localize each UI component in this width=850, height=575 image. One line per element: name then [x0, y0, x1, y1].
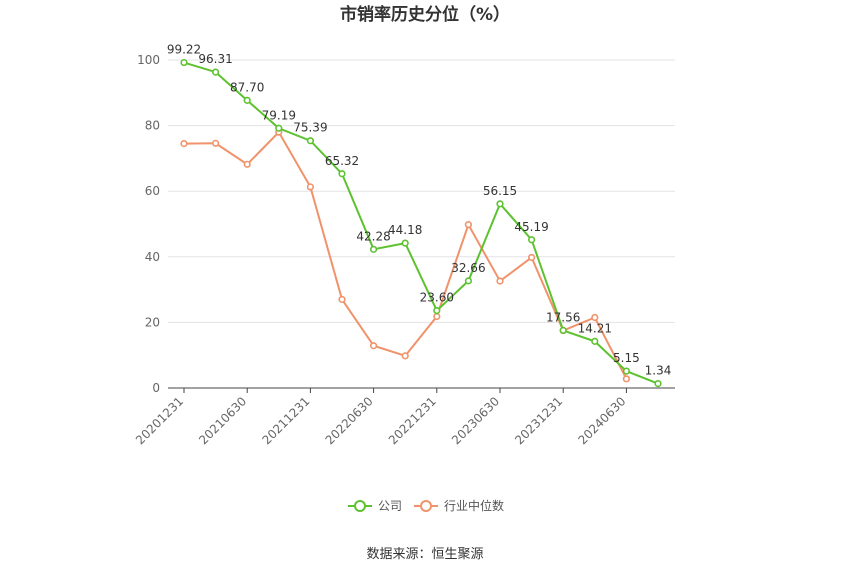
data-point: [180, 58, 188, 67]
data-label: 45.19: [514, 220, 548, 234]
legend-marker: [420, 500, 432, 512]
data-label: 99.22: [167, 43, 201, 57]
x-tick-label: 20210630: [196, 394, 249, 447]
series-line: [183, 61, 659, 385]
x-tick-label: 20211231: [259, 394, 312, 447]
data-point: [306, 137, 315, 145]
data-point: [180, 140, 188, 148]
legend-label: 公司: [378, 499, 402, 513]
x-axis: 20201231 20210630 20211231 20220630 20221231…: [133, 387, 675, 447]
legend-label: 行业中位数: [444, 498, 504, 513]
y-tick-label: 100: [137, 53, 160, 67]
data-point: [433, 306, 441, 315]
data-point: [212, 139, 220, 147]
data-point: [622, 375, 631, 383]
series-line: [183, 130, 628, 380]
data-point: [622, 367, 631, 375]
x-tick-label: 20220630: [323, 394, 376, 447]
x-tick-label: 20231231: [512, 394, 565, 447]
data-point: [243, 96, 251, 104]
chart-title: 市销率历史分位（%）: [340, 4, 510, 25]
source-text: 数据来源：恒生聚源: [366, 547, 483, 562]
data-label: 56.15: [483, 184, 517, 198]
data-point: [243, 160, 251, 168]
legend-marker: [354, 500, 366, 512]
y-axis: 0 20 40 60 80 100: [137, 53, 160, 395]
data-point: [401, 239, 409, 247]
data-point: [401, 352, 409, 360]
y-tick-label: 20: [145, 315, 160, 329]
data-label: 75.39: [293, 121, 327, 135]
x-tick-label: 20201231: [133, 394, 186, 447]
grid: [168, 59, 675, 323]
data-label: 23.60: [420, 291, 454, 305]
x-tick-label: 20221231: [386, 394, 439, 447]
data-point: [464, 221, 473, 229]
y-tick-label: 0: [152, 381, 160, 395]
data-label: 42.28: [356, 229, 390, 243]
data-point: [559, 326, 567, 335]
data-label: 44.18: [388, 223, 422, 237]
data-point: [496, 200, 504, 208]
data-point: [338, 295, 346, 304]
legend-item[interactable]: 公司: [348, 499, 402, 513]
y-tick-label: 40: [145, 250, 160, 264]
x-tick-label: 20240630: [575, 394, 628, 447]
data-point: [338, 170, 346, 178]
x-tick-label: 20230630: [449, 394, 502, 447]
legend[interactable]: 公司 行业中位数: [348, 498, 504, 513]
data-point: [591, 337, 599, 345]
data-label: 96.31: [198, 52, 232, 66]
y-tick-label: 60: [145, 184, 160, 198]
data-point: [464, 277, 473, 285]
series-group: [180, 58, 662, 388]
data-point: [275, 124, 283, 132]
data-label: 87.70: [230, 80, 264, 94]
data-point: [591, 313, 599, 322]
data-point: [527, 253, 536, 262]
data-label: 5.15: [613, 351, 640, 365]
data-point: [306, 183, 315, 191]
data-label: 65.32: [325, 154, 359, 168]
legend-item[interactable]: 行业中位数: [414, 498, 504, 513]
data-label: 32.66: [451, 261, 485, 275]
data-point: [370, 342, 378, 350]
data-label: 79.19: [262, 108, 296, 122]
data-label: 1.34: [645, 364, 672, 378]
data-point: [212, 68, 220, 76]
y-tick-label: 80: [145, 119, 160, 133]
data-point: [527, 236, 536, 244]
data-point: [654, 380, 662, 388]
data-label: 14.21: [578, 321, 612, 335]
data-label: 17.56: [546, 310, 580, 324]
data-point: [496, 277, 504, 285]
data-point: [433, 312, 441, 321]
data-point: [370, 245, 378, 253]
